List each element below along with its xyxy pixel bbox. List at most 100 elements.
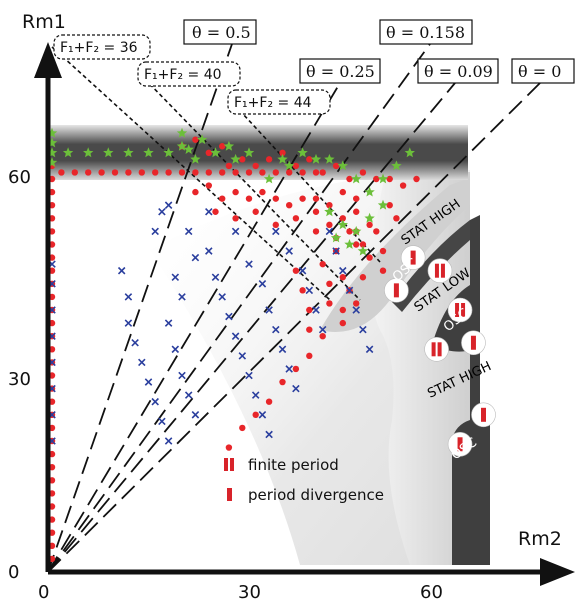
legend-marker-finite-period <box>224 458 234 471</box>
period-marker-double-3 <box>447 297 473 323</box>
x-point-35 <box>245 371 253 380</box>
circle-point-40 <box>178 169 186 176</box>
star-point-26 <box>351 173 362 184</box>
x-point-51 <box>305 286 314 295</box>
x-axis-label: Rm2 <box>518 528 562 550</box>
circle-point-119 <box>319 333 326 340</box>
period-marker-single-6 <box>471 402 496 428</box>
star-point-20 <box>277 153 288 164</box>
circle-point-65 <box>359 169 367 176</box>
circle-point-109 <box>326 280 333 287</box>
circle-point-123 <box>265 398 273 405</box>
circle-point-115 <box>359 274 367 281</box>
circle-point-44 <box>232 169 239 176</box>
star-point-19 <box>263 173 275 184</box>
circle-point-71 <box>205 182 212 189</box>
osc-band-right-edge <box>470 215 480 565</box>
circle-point-88 <box>292 215 300 222</box>
x-point-41 <box>245 260 253 268</box>
star-point-9 <box>163 147 174 158</box>
x-point-23 <box>191 411 200 419</box>
star-point-5 <box>83 147 94 158</box>
y-tick-label-60: 60 <box>8 167 31 188</box>
x-point-36 <box>251 391 260 399</box>
x-point-25 <box>158 207 166 216</box>
star-point-18 <box>243 147 255 158</box>
period-marker-double-4 <box>424 336 449 362</box>
theta-ray-4 <box>47 82 456 573</box>
legend: finite period period divergence <box>224 456 384 504</box>
x-point-24 <box>151 227 159 236</box>
y-tick-label-30: 30 <box>8 369 31 390</box>
x-point-17 <box>171 273 180 282</box>
x-point-14 <box>151 397 159 406</box>
x-point-10 <box>124 319 133 327</box>
circle-point-66 <box>373 175 380 183</box>
star-point-13 <box>190 153 201 164</box>
star-point-6 <box>103 147 114 158</box>
circle-point-53 <box>205 149 212 156</box>
circle-point-89 <box>312 228 320 235</box>
star-point-4 <box>62 147 74 158</box>
circle-point-55 <box>225 162 233 170</box>
circle-point-52 <box>192 136 199 143</box>
period-marker-single-5 <box>461 330 486 356</box>
x-point-37 <box>258 411 267 419</box>
star-point-11 <box>176 127 188 138</box>
svg-text:θ = 0: θ = 0 <box>518 62 561 81</box>
circle-point-42 <box>205 169 212 176</box>
y-axis-label: Rm1 <box>22 11 66 33</box>
circle-point-82 <box>353 208 360 215</box>
circle-point-77 <box>286 202 293 209</box>
svg-text:θ = 0.25: θ = 0.25 <box>306 62 375 81</box>
circle-point-56 <box>239 156 246 163</box>
flux-label-40: F₁+F₂ = 40 <box>137 61 241 87</box>
circle-point-107 <box>306 326 313 333</box>
data-points <box>46 127 420 563</box>
circle-point-84 <box>212 208 219 215</box>
x-point-27 <box>184 227 193 236</box>
x-tick-label-60: 60 <box>420 582 443 603</box>
y-axis-arrow <box>34 42 62 78</box>
circle-point-50 <box>312 169 320 176</box>
star-point-32 <box>337 219 348 230</box>
x-point-28 <box>191 253 200 262</box>
circle-point-67 <box>386 175 393 183</box>
x-point-50 <box>298 266 307 275</box>
circle-point-78 <box>299 195 306 202</box>
circle-point-124 <box>252 411 259 418</box>
circle-point-126 <box>225 444 233 451</box>
circle-point-74 <box>245 195 253 202</box>
star-point-8 <box>143 147 154 158</box>
star-point-17 <box>230 153 241 164</box>
star-point-15 <box>210 147 221 158</box>
x-point-56 <box>339 266 347 275</box>
star-point-30 <box>404 147 415 158</box>
circle-point-64 <box>346 175 353 183</box>
stat-high-top-region <box>320 178 470 332</box>
x-point-60 <box>365 345 374 354</box>
star-point-14 <box>196 134 208 145</box>
theta-ray-5 <box>47 82 541 573</box>
x-point-52 <box>312 306 320 314</box>
x-point-9 <box>124 293 133 301</box>
ray-label-theta-0.09: θ = 0.09 <box>417 58 499 84</box>
ray-label-theta-0.5: θ = 0.5 <box>183 19 257 45</box>
star-point-10 <box>176 140 188 151</box>
star-point-31 <box>324 206 335 217</box>
circle-point-72 <box>219 195 226 202</box>
circle-point-85 <box>232 215 239 222</box>
circle-point-36 <box>125 169 132 176</box>
circle-point-46 <box>259 169 266 176</box>
period-marker-double-1 <box>427 258 453 284</box>
x-point-16 <box>164 437 173 445</box>
period-marker-single-0 <box>400 245 426 270</box>
circle-point-108 <box>319 260 326 268</box>
x-point-11 <box>131 338 139 347</box>
circle-point-122 <box>279 378 286 386</box>
x-point-34 <box>238 352 247 360</box>
circle-point-105 <box>299 287 306 294</box>
x-point-18 <box>178 293 186 301</box>
circle-point-96 <box>346 228 353 235</box>
